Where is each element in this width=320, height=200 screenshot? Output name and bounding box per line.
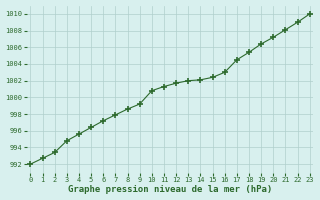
X-axis label: Graphe pression niveau de la mer (hPa): Graphe pression niveau de la mer (hPa) (68, 185, 272, 194)
